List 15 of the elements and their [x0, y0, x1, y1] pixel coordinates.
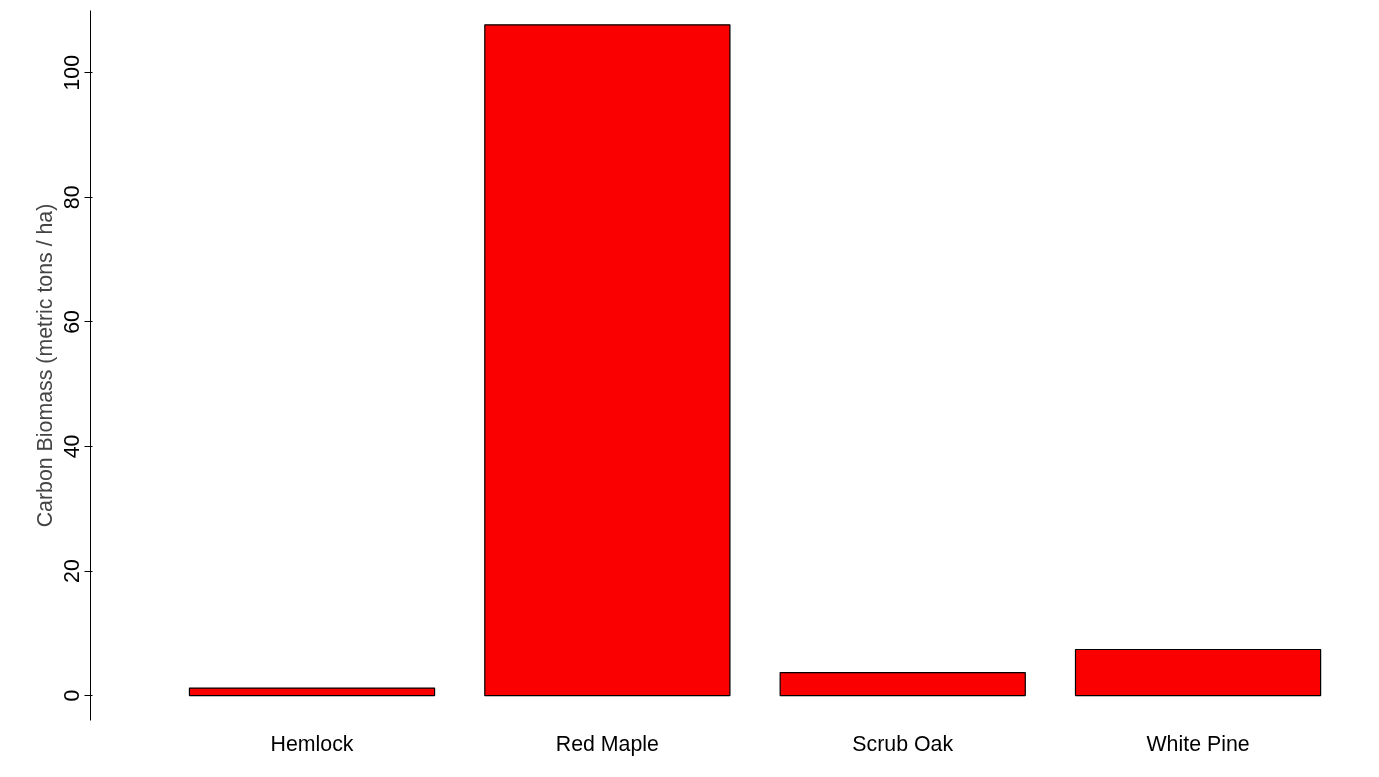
bar [779, 671, 1026, 697]
x-tick-label: Red Maple [555, 731, 659, 756]
y-tick-label: 100 [60, 54, 85, 91]
bar [1074, 648, 1322, 697]
y-tick-label: 0 [60, 689, 85, 702]
x-tick-label: Scrub Oak [852, 731, 954, 756]
y-tick-label: 60 [60, 309, 85, 334]
y-tick-label: 40 [60, 434, 85, 459]
x-tick-label: Hemlock [270, 731, 354, 756]
bar [188, 687, 436, 697]
bar [484, 24, 731, 697]
y-axis-title: Carbon Biomass (metric tons / ha) [32, 203, 57, 528]
x-tick-label: White Pine [1146, 731, 1250, 756]
y-tick-label: 80 [60, 185, 85, 210]
y-tick-label: 20 [60, 559, 85, 583]
